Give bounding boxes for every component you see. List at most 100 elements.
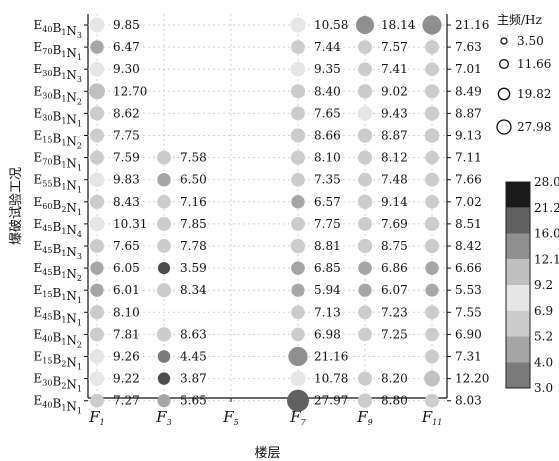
bubble (156, 283, 172, 298)
bubble (157, 350, 171, 363)
bubble-value-label: 8.10 (113, 305, 140, 319)
bubble-value-label: 6.47 (113, 40, 140, 54)
bubble (358, 172, 372, 187)
x-axis-title: 楼层 (254, 446, 280, 461)
bubble-value-label: 3.59 (180, 261, 207, 275)
bubble (290, 128, 306, 143)
bubble-value-label: 3.87 (180, 372, 207, 386)
bubble (157, 394, 171, 408)
bubble (425, 150, 439, 165)
bubble (358, 261, 372, 275)
case-label: E30B1N2 (34, 84, 82, 106)
bubble-value-label: 8.40 (314, 84, 341, 98)
bubble-value-label: 6.50 (180, 173, 207, 187)
bubble-value-label: 9.35 (314, 62, 341, 76)
case-label: E55B1N1 (34, 173, 82, 195)
bubble-value-label: 9.22 (113, 372, 140, 386)
bubble (358, 62, 372, 77)
bubble-value-label: 7.41 (381, 62, 408, 76)
case-label: E40B1N3 (34, 18, 82, 40)
bubble-value-label: 21.16 (314, 350, 348, 364)
bubble-value-label: 9.14 (381, 195, 408, 209)
case-label: E45B1N3 (34, 239, 82, 261)
colorbar-tick-label: 3.0 (534, 381, 553, 395)
colorbar-tick-label: 4.0 (534, 355, 553, 369)
bubble-value-label: 8.62 (113, 106, 140, 120)
bubble (90, 261, 104, 275)
bubble-value-label: 5.94 (314, 283, 341, 297)
bubble-value-label: 27.97 (314, 394, 348, 408)
colorbar-band (506, 285, 530, 311)
right-value-label: 12.20 (455, 372, 489, 386)
bubble-value-label: 7.23 (381, 305, 408, 319)
bubble-value-label: 10.31 (113, 217, 147, 231)
case-label: E15B1N2 (34, 129, 82, 151)
case-label: E70B1N1 (34, 40, 82, 62)
bubble-value-label: 6.57 (314, 195, 341, 209)
right-value-label: 7.11 (455, 151, 482, 165)
right-value-label: 21.16 (455, 18, 489, 32)
x-tick-label: F5 (222, 408, 239, 427)
bubble-value-label: 7.81 (113, 327, 140, 341)
case-label: E30B1N1 (34, 106, 82, 128)
bubble-value-label: 8.81 (314, 239, 341, 253)
bubble (89, 61, 105, 77)
bubble-value-label: 7.85 (180, 217, 207, 231)
bubble (89, 83, 105, 100)
bubble (157, 261, 171, 275)
bubble (358, 40, 372, 55)
colorbar-band (506, 362, 530, 388)
colorbar-frame (505, 181, 531, 389)
bubble (291, 261, 305, 275)
bubble (291, 195, 305, 209)
case-label: E45B1N1 (34, 305, 82, 327)
bubble-value-label: 7.65 (314, 106, 341, 120)
bubble-value-label: 6.07 (381, 283, 408, 297)
bubble (89, 371, 105, 386)
colorbar-tick-label: 12.1 (534, 252, 559, 266)
bubble (89, 305, 105, 320)
bubble-value-label: 7.69 (381, 217, 408, 231)
size-legend-label: 3.50 (517, 34, 544, 48)
right-value-label: 8.42 (455, 239, 482, 253)
bubble (357, 371, 373, 386)
bubble (358, 305, 372, 320)
bubble-value-label: 7.59 (113, 151, 140, 165)
size-legend-label: 11.66 (517, 57, 551, 71)
bubble-value-label: 8.34 (180, 283, 207, 297)
bubble-value-label: 9.43 (381, 106, 408, 120)
colorbar-band (506, 207, 530, 234)
bubble (357, 238, 373, 254)
bubble-value-label: 8.87 (381, 129, 408, 143)
bubble-value-label: 7.16 (180, 195, 207, 209)
bubble (358, 216, 372, 231)
bubble (425, 283, 439, 297)
bubble-value-label: 8.43 (113, 195, 140, 209)
bubble (358, 327, 372, 342)
bubble (89, 17, 105, 33)
bubble (157, 150, 171, 165)
colorbar-tick-label: 9.2 (534, 278, 553, 292)
colorbar-tick-label: 16.0 (534, 227, 559, 241)
bubble (291, 172, 305, 187)
bubble (90, 327, 104, 342)
bubble (90, 40, 104, 54)
size-legend-circle (496, 119, 512, 135)
colorbar-band (506, 336, 530, 363)
bubble-value-label: 7.57 (381, 40, 408, 54)
bubble-value-label: 4.45 (180, 350, 207, 364)
size-legend-label: 19.82 (517, 87, 551, 101)
plot-area: F1 F3 F5 F7 F9 F11 E40B1N3 21.16 E70B1N1 7.63 E30B… (8, 14, 489, 461)
bubble (425, 327, 439, 342)
bubble (424, 393, 440, 408)
bubble (290, 84, 306, 99)
x-tick-label: F3 (155, 408, 172, 427)
bubble-value-label: 9.30 (113, 62, 140, 76)
right-value-label: 8.51 (455, 217, 482, 231)
bubble-value-label: 7.78 (180, 239, 207, 253)
right-value-label: 8.03 (455, 394, 482, 408)
case-label: E60B2N1 (34, 195, 82, 217)
bubble (355, 15, 375, 35)
bubble-value-label: 8.75 (381, 239, 408, 253)
x-tick-label: F11 (421, 408, 443, 427)
